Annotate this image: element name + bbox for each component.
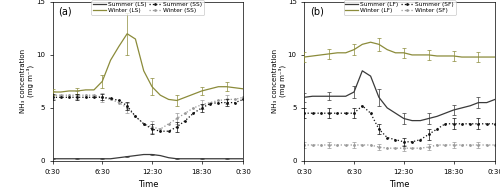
X-axis label: Time: Time xyxy=(390,180,410,189)
Text: (a): (a) xyxy=(58,7,72,17)
Y-axis label: NH₃ concentration
(mg m⁻³): NH₃ concentration (mg m⁻³) xyxy=(20,49,34,113)
Y-axis label: NH₃ concentration
(mg m⁻³): NH₃ concentration (mg m⁻³) xyxy=(272,49,286,113)
Legend: Summer (LF), Winter (LF), Summer (SF), Winter (SF): Summer (LF), Winter (LF), Summer (SF), W… xyxy=(344,0,456,15)
Legend: Summer (LS), Winter (LS), Summer (SS), Winter (SS): Summer (LS), Winter (LS), Summer (SS), W… xyxy=(92,0,204,15)
Text: (b): (b) xyxy=(310,7,324,17)
X-axis label: Time: Time xyxy=(138,180,158,189)
